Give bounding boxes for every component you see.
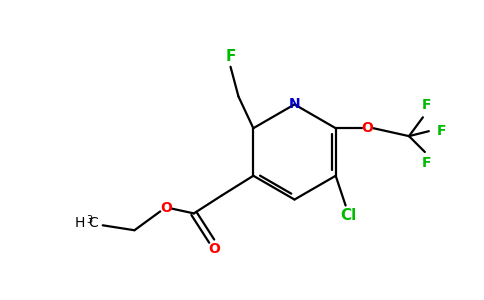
Text: H: H bbox=[75, 216, 85, 230]
Text: O: O bbox=[208, 242, 220, 256]
Text: N: N bbox=[288, 98, 300, 111]
Text: F: F bbox=[226, 50, 236, 64]
Text: F: F bbox=[422, 156, 432, 170]
Text: 3: 3 bbox=[87, 215, 93, 225]
Text: O: O bbox=[362, 121, 373, 135]
Text: F: F bbox=[437, 124, 446, 138]
Text: O: O bbox=[160, 202, 172, 215]
Text: C: C bbox=[88, 216, 98, 230]
Text: F: F bbox=[422, 98, 432, 112]
Text: Cl: Cl bbox=[340, 208, 357, 223]
